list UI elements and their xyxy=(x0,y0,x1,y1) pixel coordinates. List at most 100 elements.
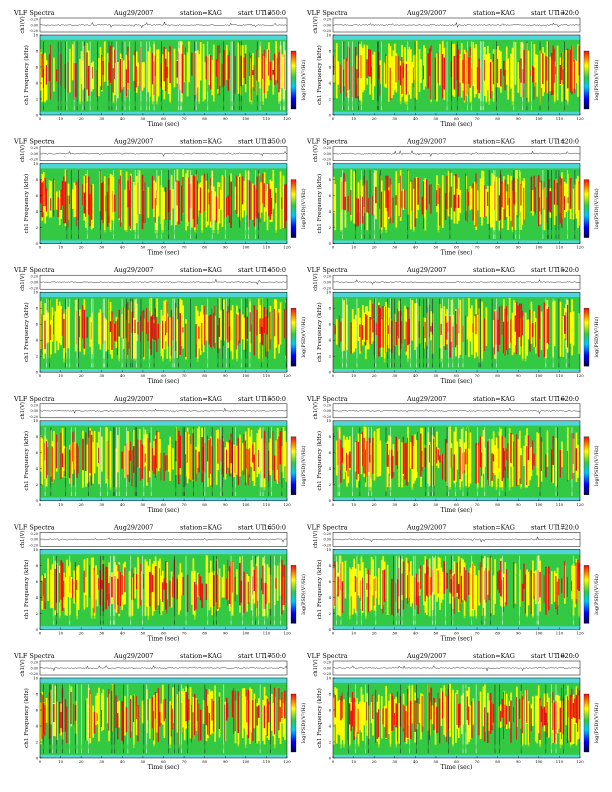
spectrogram-vertical-streak xyxy=(140,41,142,111)
spectrogram-vertical-streak xyxy=(81,684,82,754)
spectrogram-red-cell xyxy=(449,316,451,358)
spectrogram-red-cell xyxy=(564,196,565,211)
spectrogram-vertical-streak xyxy=(146,41,148,111)
spectrogram-vertical-streak xyxy=(432,427,433,496)
spectrogram-yellow-cell xyxy=(191,571,193,605)
spectrogram-red-cell xyxy=(539,572,541,598)
spectrogram-red-cell xyxy=(218,45,220,96)
spectrogram-yellow-cell xyxy=(281,54,283,89)
spectrogram-red-cell xyxy=(543,706,546,726)
spectrogram-vertical-streak xyxy=(531,41,532,111)
spectrogram-yellow-cell xyxy=(367,311,370,350)
spectrogram-vertical-streak xyxy=(230,41,232,111)
spectrogram-red-cell xyxy=(247,449,249,486)
y-tick-label: 2 xyxy=(329,611,332,616)
spectrogram-yellow-cell xyxy=(363,702,366,726)
spectrogram-vertical-streak xyxy=(475,684,477,754)
spectrogram-red-cell xyxy=(114,194,116,212)
spectrogram-yellow-cell xyxy=(447,170,450,217)
spectrogram-red-cell xyxy=(507,321,509,355)
spectrogram-yellow-cell xyxy=(415,439,418,479)
x-tick-label: 0 xyxy=(39,502,42,507)
spectrogram-vertical-streak xyxy=(181,684,182,754)
spectrogram-yellow-cell xyxy=(189,687,192,739)
spectrogram-yellow-cell xyxy=(373,430,376,481)
header-station: station=KAG xyxy=(180,523,222,531)
y-tick-label: 8 xyxy=(36,563,39,568)
spectrogram-red-cell xyxy=(457,49,460,97)
spectrogram-vertical-streak xyxy=(111,41,113,111)
spectrogram-red-cell xyxy=(284,690,286,719)
x-tick-label: 40 xyxy=(120,630,125,635)
spectrogram-yellow-cell xyxy=(69,48,71,93)
x-tick-label: 80 xyxy=(202,373,207,378)
spectrogram-vertical-streak xyxy=(390,298,391,368)
spectrogram-yellow-cell xyxy=(524,435,527,489)
spectrogram-red-cell xyxy=(170,309,173,357)
spectrogram-red-cell xyxy=(137,322,139,335)
x-tick-label: 120 xyxy=(283,116,291,121)
spectrogram-red-cell xyxy=(421,196,424,215)
spectrogram-yellow-cell xyxy=(272,169,275,209)
spectrogram-yellow-cell xyxy=(415,40,418,100)
spectrogram-yellow-cell xyxy=(167,444,170,472)
colorbar-label: log(PSD)(V²/Hz) xyxy=(593,60,600,101)
spectrogram-yellow-cell xyxy=(468,298,470,357)
spectrogram-red-cell xyxy=(63,318,65,349)
spectrogram-yellow-cell xyxy=(459,190,462,213)
spectrogram-yellow-cell xyxy=(469,432,472,484)
spectrogram-yellow-cell xyxy=(260,182,263,213)
x-tick-label: 110 xyxy=(556,759,564,764)
header-start-prefix: start UT = xyxy=(238,9,272,17)
colorbar xyxy=(583,308,590,367)
spectrogram-vertical-streak xyxy=(259,41,261,111)
spectrogram-yellow-cell xyxy=(180,300,183,347)
y-tick-label: 10 xyxy=(326,290,331,295)
spectrogram-vertical-streak xyxy=(52,684,53,754)
x-tick-label: 120 xyxy=(576,116,584,121)
spectrogram-yellow-cell xyxy=(481,301,483,362)
spectrogram-red-cell xyxy=(76,311,78,345)
spectrogram-yellow-cell xyxy=(534,54,537,83)
spectrogram-yellow-cell xyxy=(172,687,174,724)
spectrogram-vertical-streak xyxy=(548,170,550,239)
spectrogram-red-cell xyxy=(436,706,438,734)
y-tick-label: 0 xyxy=(329,755,332,760)
spectrogram-vertical-streak xyxy=(432,298,433,368)
spectrogram-yellow-cell xyxy=(421,428,424,468)
spectrogram-yellow-cell xyxy=(243,317,246,350)
spectrogram-yellow-cell xyxy=(186,52,189,97)
spectrogram-red-cell xyxy=(101,709,102,728)
spectrogram-vertical-streak xyxy=(414,41,416,111)
spectrogram-red-cell xyxy=(209,177,211,222)
x-tick-label: 50 xyxy=(140,373,145,378)
spectrogram-red-cell xyxy=(472,563,474,610)
spectrogram-red-cell xyxy=(484,185,485,217)
spectrogram-low-band xyxy=(333,358,580,364)
spectrogram-red-cell xyxy=(385,708,387,738)
spectrogram-yellow-cell xyxy=(412,188,415,232)
spectrogram-vertical-streak xyxy=(245,170,246,239)
spectrogram-yellow-cell xyxy=(353,319,355,352)
spectrogram-red-cell xyxy=(135,696,137,719)
x-axis-label: Time (sec) xyxy=(441,378,473,385)
x-tick-label: 40 xyxy=(413,116,418,121)
header-label: VLF Spectra xyxy=(306,266,348,274)
spectrogram-yellow-cell xyxy=(379,440,382,476)
spectrogram-red-cell xyxy=(256,309,258,336)
spectrogram-yellow-cell xyxy=(250,688,253,733)
spectrogram-red-cell xyxy=(128,190,131,227)
x-tick-label: 70 xyxy=(182,373,187,378)
spectrogram-red-cell xyxy=(189,435,191,482)
spectrogram-band xyxy=(333,39,580,112)
spectrogram-red-cell xyxy=(369,49,372,77)
spectrogram-vertical-streak xyxy=(126,298,127,368)
spectrogram-vertical-streak xyxy=(136,427,137,496)
spectrogram-red-cell xyxy=(128,323,130,349)
spectrogram-vertical-streak xyxy=(89,41,91,111)
spectrogram-yellow-cell xyxy=(431,705,434,725)
spectrogram-yellow-cell xyxy=(577,444,579,478)
spectrogram-red-cell xyxy=(195,584,197,610)
spectrogram-red-cell xyxy=(411,435,414,470)
spectrogram-vertical-streak xyxy=(187,684,188,754)
